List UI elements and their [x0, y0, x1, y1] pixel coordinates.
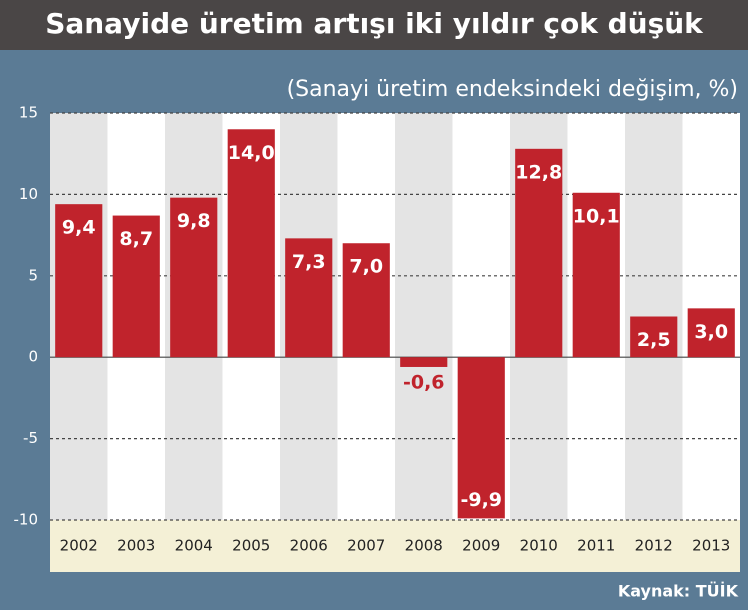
x-tick-label: 2009: [462, 537, 500, 555]
bar: [400, 357, 448, 367]
bar: [55, 204, 103, 358]
y-tick-label: 15: [19, 104, 38, 122]
value-label: 12,8: [515, 161, 562, 183]
value-label: 14,0: [228, 142, 275, 164]
value-label: 2,5: [637, 329, 671, 351]
bar: [285, 238, 333, 358]
value-label: 9,4: [62, 217, 96, 239]
bar: [687, 308, 735, 358]
value-label: 9,8: [177, 210, 211, 232]
x-tick-label: 2002: [60, 537, 98, 555]
x-tick-label: 2013: [692, 537, 730, 555]
x-tick-label: 2007: [347, 537, 385, 555]
value-label: -9,9: [460, 489, 502, 511]
source: Kaynak: TÜİK: [618, 582, 739, 601]
value-label: 10,1: [573, 205, 620, 227]
title-bar: [0, 0, 748, 50]
value-label: 3,0: [694, 321, 728, 343]
column-band: [395, 113, 453, 520]
bar: [630, 316, 678, 358]
bar: [515, 148, 563, 358]
x-tick-label: 2003: [117, 537, 155, 555]
value-label: -0,6: [403, 371, 445, 393]
x-tick-label: 2011: [577, 537, 615, 555]
y-tick-label: -5: [23, 429, 38, 447]
bar: [170, 197, 218, 358]
x-tick-label: 2004: [175, 537, 213, 555]
x-tick-label: 2008: [405, 537, 443, 555]
bar: [457, 357, 505, 519]
value-label: 8,7: [119, 228, 153, 250]
bar: [227, 129, 275, 358]
category-strip: [50, 520, 740, 572]
x-tick-label: 2010: [520, 537, 558, 555]
x-tick-label: 2006: [290, 537, 328, 555]
bar: [342, 243, 390, 358]
value-label: 7,0: [349, 256, 383, 278]
chart-title: Sanayide üretim artışı iki yıldır çok dü…: [45, 7, 704, 40]
y-tick-label: 5: [28, 266, 38, 284]
bar: [572, 192, 620, 358]
x-tick-label: 2005: [232, 537, 270, 555]
chart-subtitle: (Sanayi üretim endeksindeki değişim, %): [287, 77, 738, 102]
y-tick-label: -10: [14, 511, 39, 529]
y-tick-label: 10: [19, 185, 38, 203]
y-tick-label: 0: [28, 348, 38, 366]
value-label: 7,3: [292, 251, 326, 273]
bar: [112, 215, 160, 358]
x-tick-label: 2012: [635, 537, 673, 555]
